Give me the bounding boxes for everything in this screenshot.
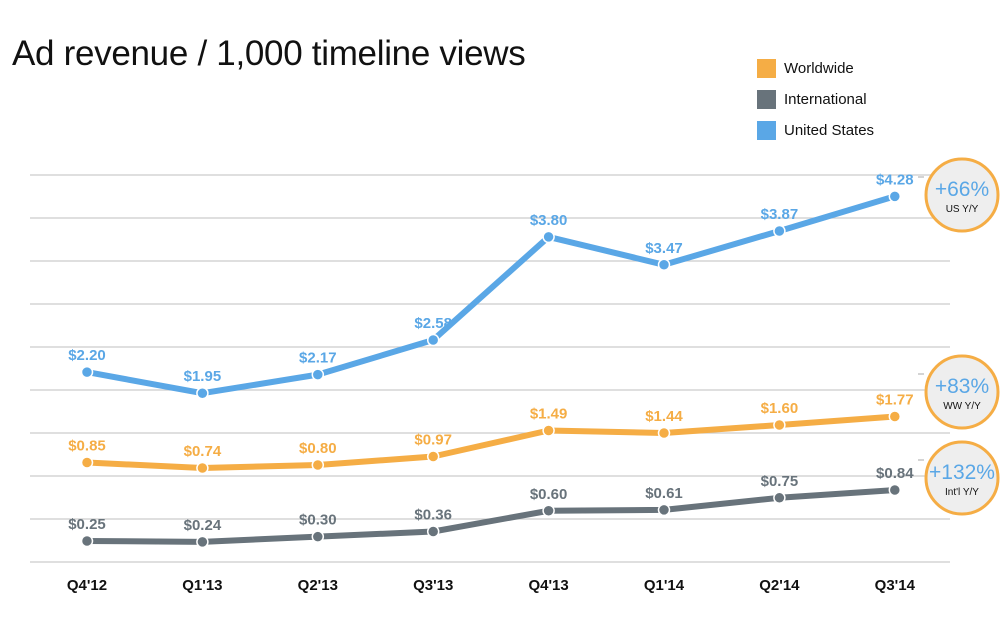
data-label-us: $3.80 [530,212,568,229]
legend-item-international: International [757,90,867,109]
data-point-us [888,190,902,203]
legend-swatch-worldwide [757,59,776,78]
data-point-us [657,258,671,272]
data-label-us: $2.20 [68,347,106,364]
data-label-ww: $1.77 [876,392,914,409]
data-label-ww: $0.85 [68,438,106,455]
data-label-ww: $0.80 [299,440,337,457]
series-line-ww [84,413,898,471]
badge-circle-ww [924,354,1000,430]
x-tick-label: Q4'12 [67,577,107,594]
data-point-ww [773,418,786,432]
data-point-intl [657,503,671,517]
badge-label-ww: WW Y/Y [943,401,981,412]
data-label-intl: $0.36 [414,506,452,523]
data-point-ww [311,458,325,472]
data-label-us: $4.28 [876,171,914,188]
data-point-intl [311,530,325,543]
legend-label-international: International [784,91,867,108]
x-tick-label: Q1'14 [644,577,685,594]
data-label-ww: $0.74 [184,443,222,460]
badge-label-us: US Y/Y [946,204,979,215]
data-point-intl [426,525,440,538]
data-point-us [426,333,440,347]
data-point-ww [80,456,94,469]
data-label-intl: $0.61 [645,485,683,502]
data-label-intl: $0.24 [184,517,222,534]
data-point-intl [888,483,902,497]
chart-title: Ad revenue / 1,000 timeline views [12,34,526,73]
legend-item-united-states: United States [757,121,874,140]
badge-label-intl: Int'l Y/Y [945,487,979,498]
data-label-us: $2.17 [299,350,337,367]
legend-swatch-international [757,90,776,109]
data-point-intl [80,534,94,548]
data-point-ww [888,410,902,423]
legend-item-worldwide: Worldwide [757,59,854,78]
data-point-ww [542,424,555,437]
data-point-us [196,386,209,400]
data-point-intl [196,535,209,549]
data-label-intl: $0.60 [530,486,568,503]
data-label-us: $1.95 [184,368,222,385]
data-label-intl: $0.75 [761,473,799,490]
data-point-us [773,224,786,238]
badge-circle-intl [924,440,1000,516]
legend-label-united-states: United States [784,122,875,139]
badge-percent-intl: +132% [929,461,995,484]
data-point-us [542,230,555,244]
series-line-intl [84,487,898,545]
data-point-ww [196,461,209,475]
data-point-us [80,365,94,379]
data-point-intl [773,491,786,505]
data-label-ww: $1.44 [645,408,683,425]
data-point-intl [542,504,555,518]
data-label-us: $2.58 [414,315,452,332]
x-tick-label: Q4'13 [528,577,568,594]
x-tick-label: Q2'14 [759,577,800,594]
data-label-intl: $0.30 [299,512,337,529]
x-tick-label: Q2'13 [298,577,338,594]
data-label-ww: $0.97 [414,432,452,449]
data-label-ww: $1.49 [530,406,568,423]
data-label-us: $3.47 [645,240,683,257]
badge-circle-us [924,157,1000,233]
series-line-us [84,193,898,397]
data-label-ww: $1.60 [761,400,799,417]
data-point-ww [657,426,671,440]
badge-percent-us: +66% [935,178,989,201]
x-tick-label: Q3'13 [413,577,453,594]
data-point-us [311,368,325,381]
legend-label-worldwide: Worldwide [784,60,854,77]
data-label-intl: $0.84 [876,465,914,482]
badge-percent-ww: +83% [935,375,989,398]
data-label-intl: $0.25 [68,516,106,533]
data-point-ww [426,450,440,463]
x-tick-label: Q1'13 [182,577,222,594]
legend-swatch-united-states [757,121,776,140]
x-tick-label: Q3'14 [875,577,916,594]
data-label-us: $3.87 [761,206,799,223]
